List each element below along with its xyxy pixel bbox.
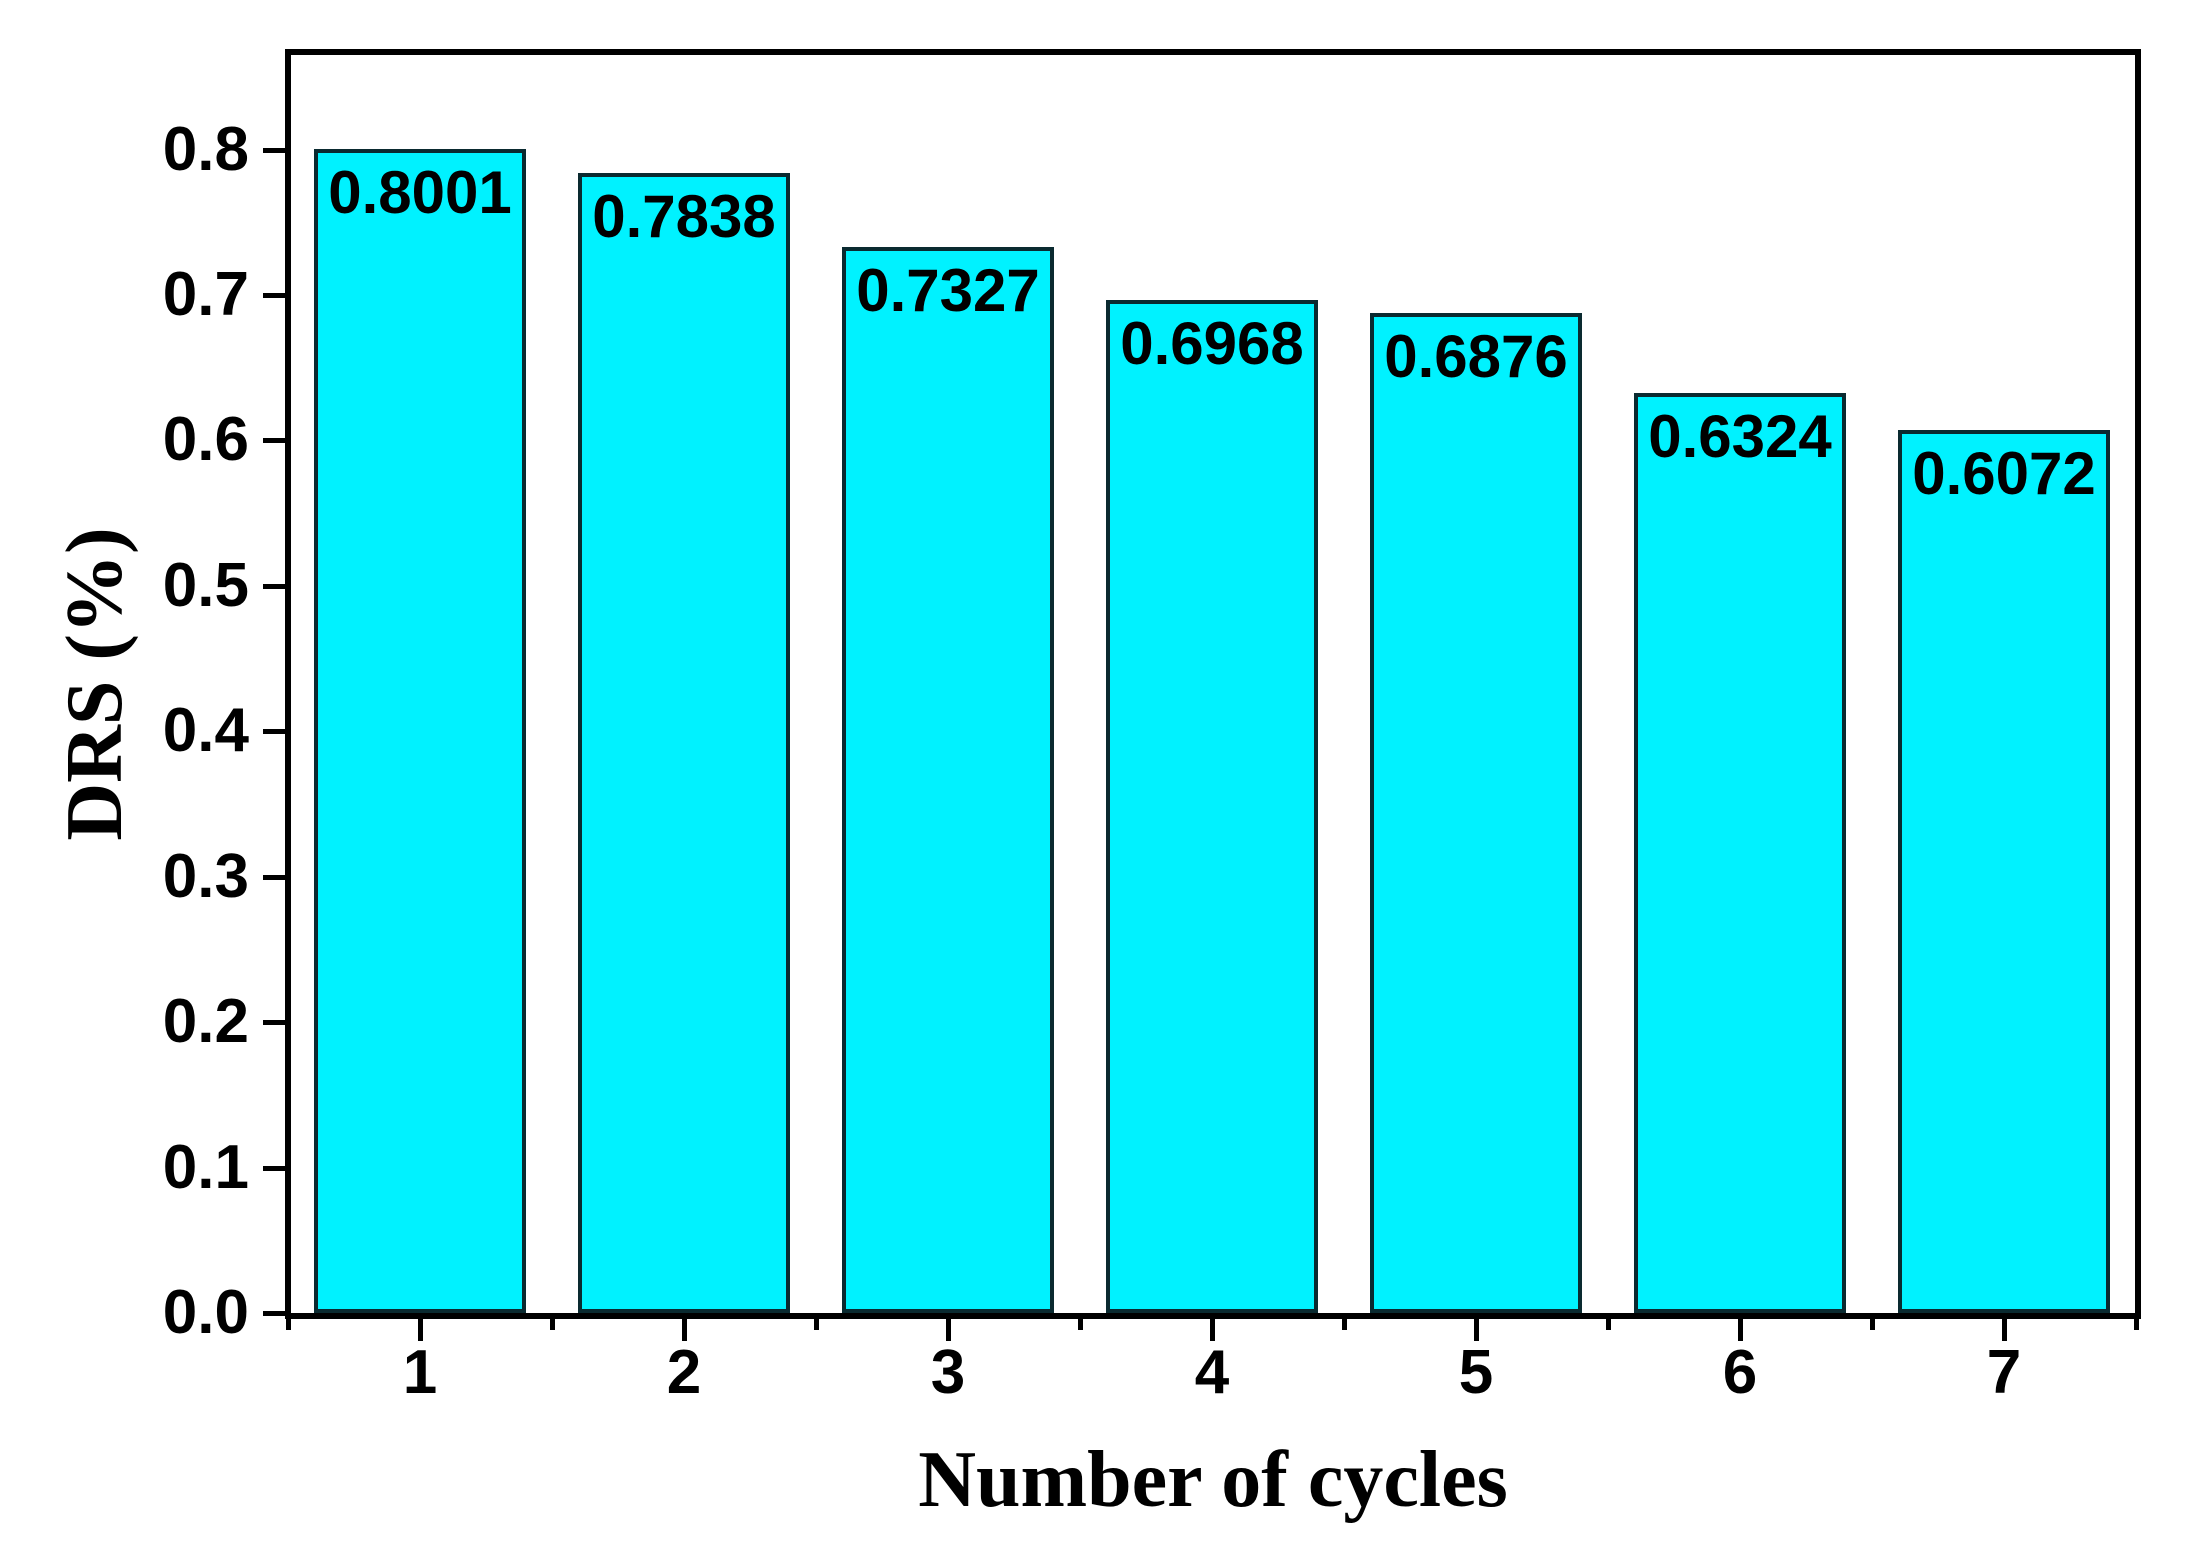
y-axis-tick	[263, 1020, 285, 1025]
y-axis-title: DRS (%)	[51, 527, 139, 841]
x-axis-minor-tick	[814, 1317, 819, 1330]
bar: 0.8001	[314, 149, 526, 1313]
y-axis-tick	[263, 584, 285, 589]
bar: 0.7838	[578, 173, 790, 1313]
bar: 0.6876	[1370, 313, 1582, 1313]
x-tick-label: 6	[1722, 1338, 1758, 1407]
y-axis-tick	[263, 1166, 285, 1171]
x-axis-minor-tick	[2134, 1317, 2139, 1330]
x-axis-major-tick	[1738, 1317, 1743, 1341]
y-tick-label: 0.7	[162, 260, 249, 329]
y-axis-tick	[263, 875, 285, 880]
x-axis-major-tick	[682, 1317, 687, 1341]
plot-area: 0.8001 0.7838 0.7327 0.6968 0.6876 0.6324 0.60…	[285, 49, 2141, 1319]
x-axis-minor-tick	[286, 1317, 291, 1330]
y-axis-tick	[263, 729, 285, 734]
bar: 0.7327	[842, 247, 1054, 1313]
x-axis-minor-tick	[1606, 1317, 1611, 1330]
x-axis-major-tick	[2002, 1317, 2007, 1341]
x-tick-label: 3	[930, 1338, 966, 1407]
y-tick-label: 0.0	[162, 1278, 249, 1347]
bar-value-label: 0.6876	[1384, 323, 1568, 390]
x-axis-major-tick	[946, 1317, 951, 1341]
bar-value-label: 0.8001	[328, 159, 512, 226]
y-tick-label: 0.3	[162, 842, 249, 911]
x-tick-label: 2	[666, 1338, 702, 1407]
x-axis-minor-tick	[1870, 1317, 1875, 1330]
x-tick-label: 4	[1194, 1338, 1230, 1407]
x-axis-minor-tick	[550, 1317, 555, 1330]
bar-value-label: 0.6072	[1912, 440, 2096, 507]
bar: 0.6072	[1898, 430, 2110, 1313]
x-axis-major-tick	[1210, 1317, 1215, 1341]
x-tick-label: 7	[1986, 1338, 2022, 1407]
x-axis-major-tick	[418, 1317, 423, 1341]
x-axis-minor-tick	[1078, 1317, 1083, 1330]
y-axis-tick	[263, 293, 285, 298]
y-tick-label: 0.5	[162, 551, 249, 620]
bar: 0.6324	[1634, 393, 1846, 1313]
x-axis-minor-tick	[1342, 1317, 1347, 1330]
y-tick-label: 0.6	[162, 405, 249, 474]
x-tick-label: 1	[402, 1338, 438, 1407]
y-tick-label: 0.1	[162, 1133, 249, 1202]
y-axis-tick	[263, 438, 285, 443]
y-tick-label: 0.4	[162, 696, 249, 765]
x-axis-major-tick	[1474, 1317, 1479, 1341]
y-axis-tick	[263, 1311, 285, 1316]
bar: 0.6968	[1106, 300, 1318, 1313]
bar-value-label: 0.6324	[1648, 403, 1832, 470]
y-axis-tick	[263, 148, 285, 153]
x-axis-title: Number of cycles	[918, 1436, 1508, 1524]
bar-value-label: 0.6968	[1120, 310, 1304, 377]
bar-value-label: 0.7327	[856, 257, 1040, 324]
x-tick-label: 5	[1458, 1338, 1494, 1407]
y-tick-label: 0.8	[162, 115, 249, 184]
bar-value-label: 0.7838	[592, 183, 776, 250]
y-tick-label: 0.2	[162, 987, 249, 1056]
